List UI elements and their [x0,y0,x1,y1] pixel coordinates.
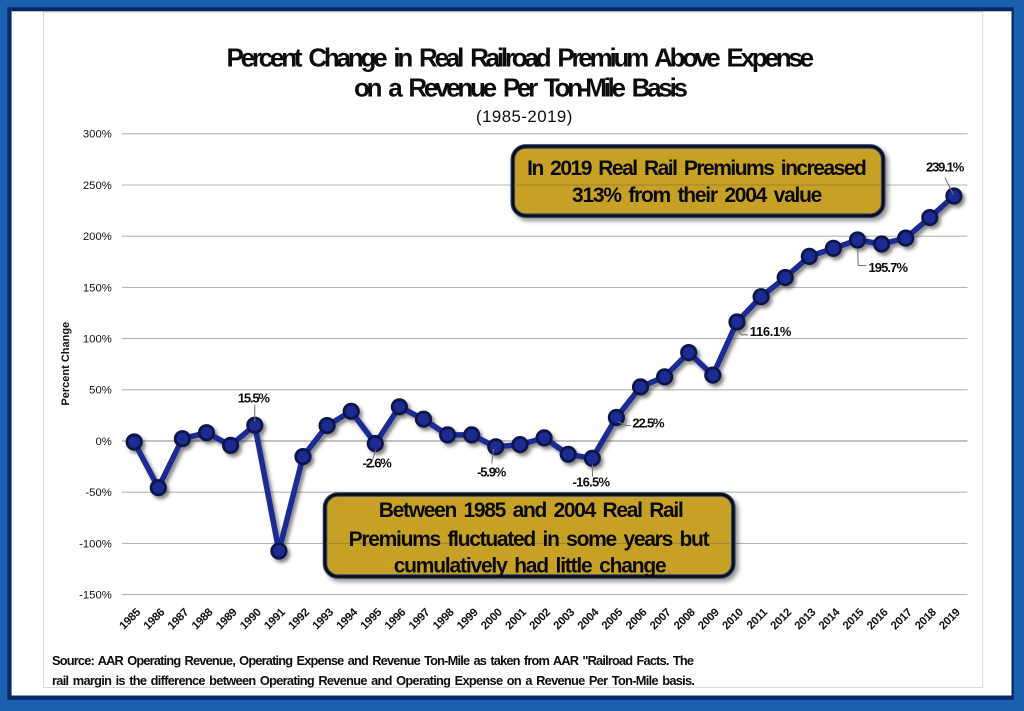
svg-text:-50%: -50% [85,487,111,499]
svg-text:313% from their 2004 value: 313% from their 2004 value [572,184,822,207]
svg-text:Percent Change in Real Railroa: Percent Change in Real Railroad Premium … [227,43,815,73]
svg-text:250%: 250% [83,180,112,192]
svg-text:239.1%: 239.1% [926,160,965,175]
svg-text:-150%: -150% [79,590,112,602]
svg-text:100%: 100% [83,334,112,346]
svg-text:50%: 50% [89,385,112,397]
svg-text:22.5%: 22.5% [632,416,665,431]
svg-text:Between 1985 and 2004 Real Rai: Between 1985 and 2004 Real Rail [379,499,684,522]
svg-text:116.1%: 116.1% [750,324,792,339]
svg-text:0%: 0% [95,436,111,448]
svg-text:-5.9%: -5.9% [477,465,507,480]
svg-text:-16.5%: -16.5% [573,475,611,490]
svg-text:rail margin is the difference: rail margin is the difference between Op… [52,673,695,688]
svg-text:In 2019 Real Rail Premiums inc: In 2019 Real Rail Premiums increased [527,157,867,180]
svg-text:Source: AAR Operating Revenue,: Source: AAR Operating Revenue, Operating… [52,653,694,668]
svg-text:300%: 300% [83,129,112,141]
svg-text:195.7%: 195.7% [869,260,909,275]
svg-text:-100%: -100% [79,538,112,550]
svg-text:-2.6%: -2.6% [363,456,393,471]
svg-text:Percent Change: Percent Change [60,322,72,406]
svg-text:Premiums fluctuated in some ye: Premiums fluctuated in some years but [349,528,710,551]
svg-text:150%: 150% [83,282,112,294]
svg-text:on a Revenue Per Ton-Mile Basi: on a Revenue Per Ton-Mile Basis [354,72,688,102]
svg-text:(1985-2019): (1985-2019) [476,107,572,126]
svg-text:15.5%: 15.5% [238,391,270,406]
svg-text:cumulatively had little change: cumulatively had little change [394,555,667,578]
svg-text:200%: 200% [83,231,112,243]
